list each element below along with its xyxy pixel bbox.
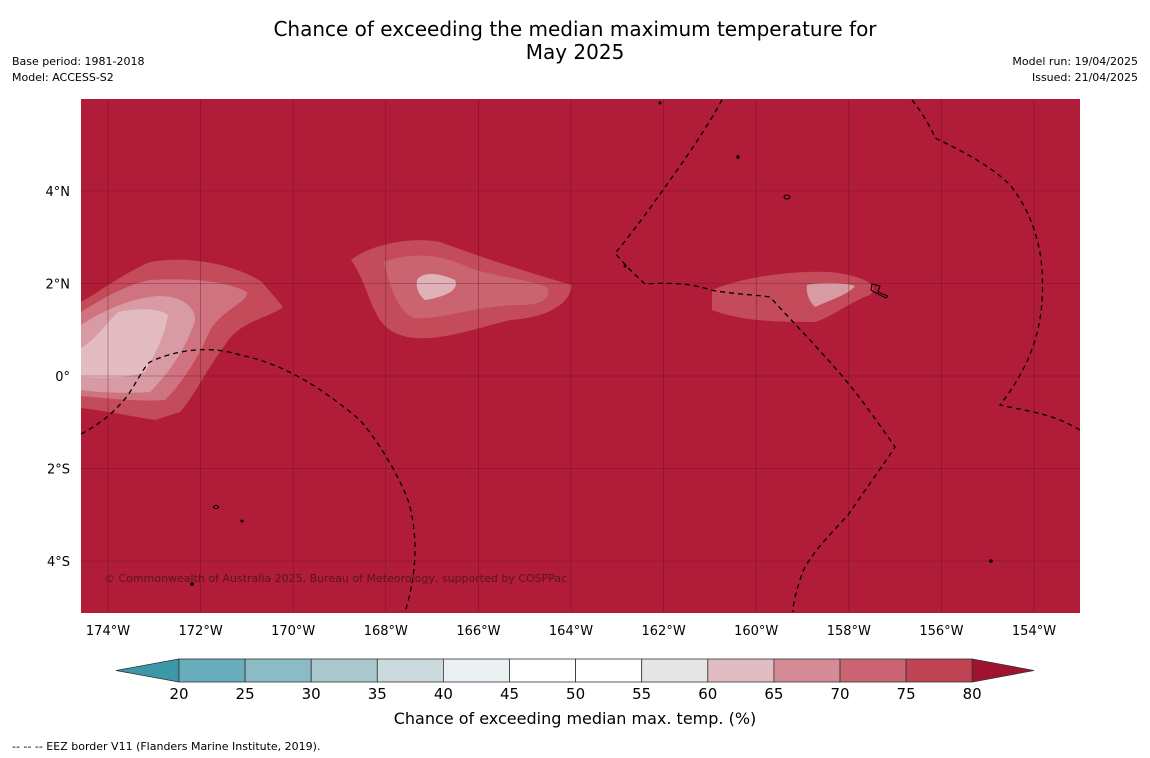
model-run-text: Model run: 19/04/2025 — [1012, 55, 1138, 68]
base-period-text: Base period: 1981-2018 — [12, 55, 145, 68]
map-title-line1: Chance of exceeding the median maximum t… — [273, 17, 877, 41]
axes: 174°W 172°W 170°W 168°W 166°W 164°W 162°W 160°W… — [46, 185, 1057, 639]
colorbar-tick-label: 80 — [963, 685, 982, 703]
colorbar-tick-label: 20 — [169, 685, 188, 703]
lat-tick-label: 4°S — [47, 555, 70, 570]
issued-text: Issued: 21/04/2025 — [1031, 71, 1138, 84]
colorbar-tick-label: 45 — [500, 685, 519, 703]
colorbar-segment — [244, 658, 312, 683]
lon-tick-label: 154°W — [1012, 624, 1056, 639]
colorbar-segment — [773, 658, 841, 683]
colorbar: 20 25 30 35 40 45 50 55 60 65 70 75 80 — [115, 658, 1035, 703]
meta-right: Model run: 19/04/2025 Issued: 21/04/2025 — [1012, 54, 1138, 86]
anomaly-patch-central — [351, 240, 572, 339]
map-background — [81, 99, 1080, 613]
colorbar-label: Chance of exceeding median max. temp. (%… — [393, 709, 757, 728]
island — [736, 155, 740, 159]
islands — [190, 101, 993, 586]
colorbar-segment — [509, 658, 576, 683]
colorbar-extend-low — [115, 658, 180, 683]
lon-tick-label: 168°W — [364, 624, 408, 639]
colorbar-segment — [707, 658, 775, 683]
lon-tick-label: 158°W — [827, 624, 871, 639]
graticule — [81, 99, 1080, 612]
colorbar-segment — [376, 658, 444, 683]
colorbar-tick-label: 25 — [236, 685, 255, 703]
island — [658, 101, 662, 105]
colorbar-tick-label: 60 — [698, 685, 717, 703]
eez-footnote: -- -- -- EEZ border V11 (Flanders Marine… — [12, 740, 321, 753]
island — [870, 283, 889, 299]
lon-tick-label: 174°W — [86, 624, 130, 639]
colorbar-segment — [310, 658, 378, 683]
island — [989, 559, 993, 563]
island — [240, 519, 244, 523]
anomaly-patch-east — [712, 271, 874, 322]
colorbar-tick-label: 65 — [764, 685, 783, 703]
lon-tick-label: 156°W — [919, 624, 963, 639]
colorbar-segment — [905, 658, 973, 683]
colorbar-segment — [442, 658, 510, 683]
colorbar-tick-label: 75 — [897, 685, 916, 703]
meta-left: Base period: 1981-2018 Model: ACCESS-S2 — [12, 54, 144, 86]
lat-tick-label: 0° — [55, 370, 70, 385]
colorbar-tick-label: 35 — [368, 685, 387, 703]
island — [190, 582, 194, 586]
eez-borders — [80, 99, 1081, 613]
map-title: Chance of exceeding the median maximum t… — [0, 18, 1150, 64]
colorbar-segment — [575, 658, 643, 683]
colorbar-tick-label: 40 — [434, 685, 453, 703]
colorbar-tick-label: 50 — [566, 685, 585, 703]
lon-tick-label: 172°W — [179, 624, 223, 639]
colorbar-tick-label: 55 — [632, 685, 651, 703]
lon-tick-label: 170°W — [271, 624, 315, 639]
model-text: Model: ACCESS-S2 — [12, 71, 114, 84]
island — [783, 194, 791, 200]
lon-tick-label: 160°W — [734, 624, 778, 639]
colorbar-tick-label: 70 — [830, 685, 849, 703]
lon-tick-label: 166°W — [456, 624, 500, 639]
colorbar-extend-high — [971, 658, 1035, 683]
lon-tick-label: 162°W — [642, 624, 686, 639]
colorbar-tick-label: 30 — [302, 685, 321, 703]
colorbar-segment — [641, 658, 709, 683]
colorbar-segment — [839, 658, 907, 683]
map-title-line2: May 2025 — [525, 40, 625, 64]
lat-tick-label: 2°S — [47, 463, 70, 478]
island — [623, 264, 627, 268]
eez-border-west — [80, 349, 416, 613]
lon-tick-label: 164°W — [549, 624, 593, 639]
anomaly-patch-west — [81, 259, 283, 420]
copyright-text: © Commonwealth of Australia 2025, Bureau… — [104, 572, 568, 585]
island — [213, 505, 219, 509]
colorbar-segment — [178, 658, 246, 683]
lat-tick-label: 4°N — [46, 185, 71, 200]
lat-tick-label: 2°N — [46, 278, 71, 293]
